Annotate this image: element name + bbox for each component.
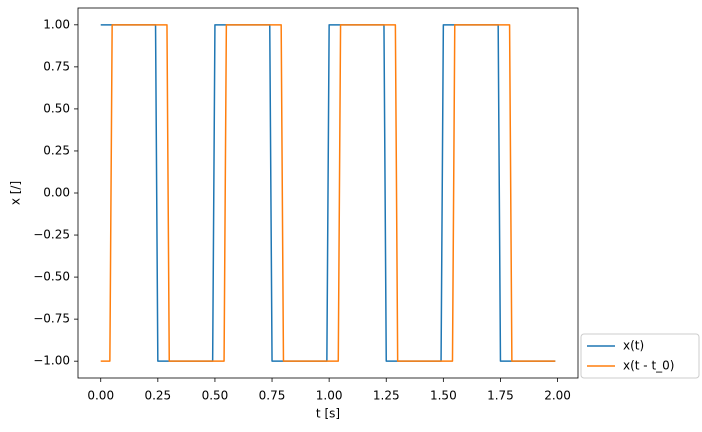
y-tick-label: −0.25 <box>33 228 70 242</box>
y-tick-label: −0.50 <box>33 270 70 284</box>
x-tick-label: 1.50 <box>430 389 457 403</box>
plot-frame <box>77 7 579 379</box>
x-axis-label: t [s] <box>316 407 340 421</box>
y-tick-label: −0.75 <box>33 312 70 326</box>
x-tick-label: 0.25 <box>144 389 171 403</box>
y-tick-label: 0.25 <box>43 143 70 157</box>
y-tick-label: 0.00 <box>43 186 70 200</box>
y-tick-label: 0.75 <box>43 59 70 73</box>
line-series <box>100 24 556 362</box>
y-axis-label: x [/] <box>9 181 23 205</box>
x-tick-label: 1.75 <box>487 389 514 403</box>
x-tick-label: 1.25 <box>373 389 400 403</box>
x-tick-label: 2.00 <box>544 389 571 403</box>
x-tick-label: 0.00 <box>87 389 114 403</box>
legend-label: x(t - t_0) <box>623 359 674 373</box>
x-tick-label: 1.00 <box>316 389 343 403</box>
y-tick-label: 0.50 <box>43 101 70 115</box>
y-tick-label: −1.00 <box>33 354 70 368</box>
legend-box <box>580 333 700 379</box>
x-tick-label: 0.50 <box>202 389 229 403</box>
legend-label: x(t) <box>623 339 644 353</box>
x-tick-label: 0.75 <box>259 389 286 403</box>
y-tick-label: 1.00 <box>43 17 70 31</box>
